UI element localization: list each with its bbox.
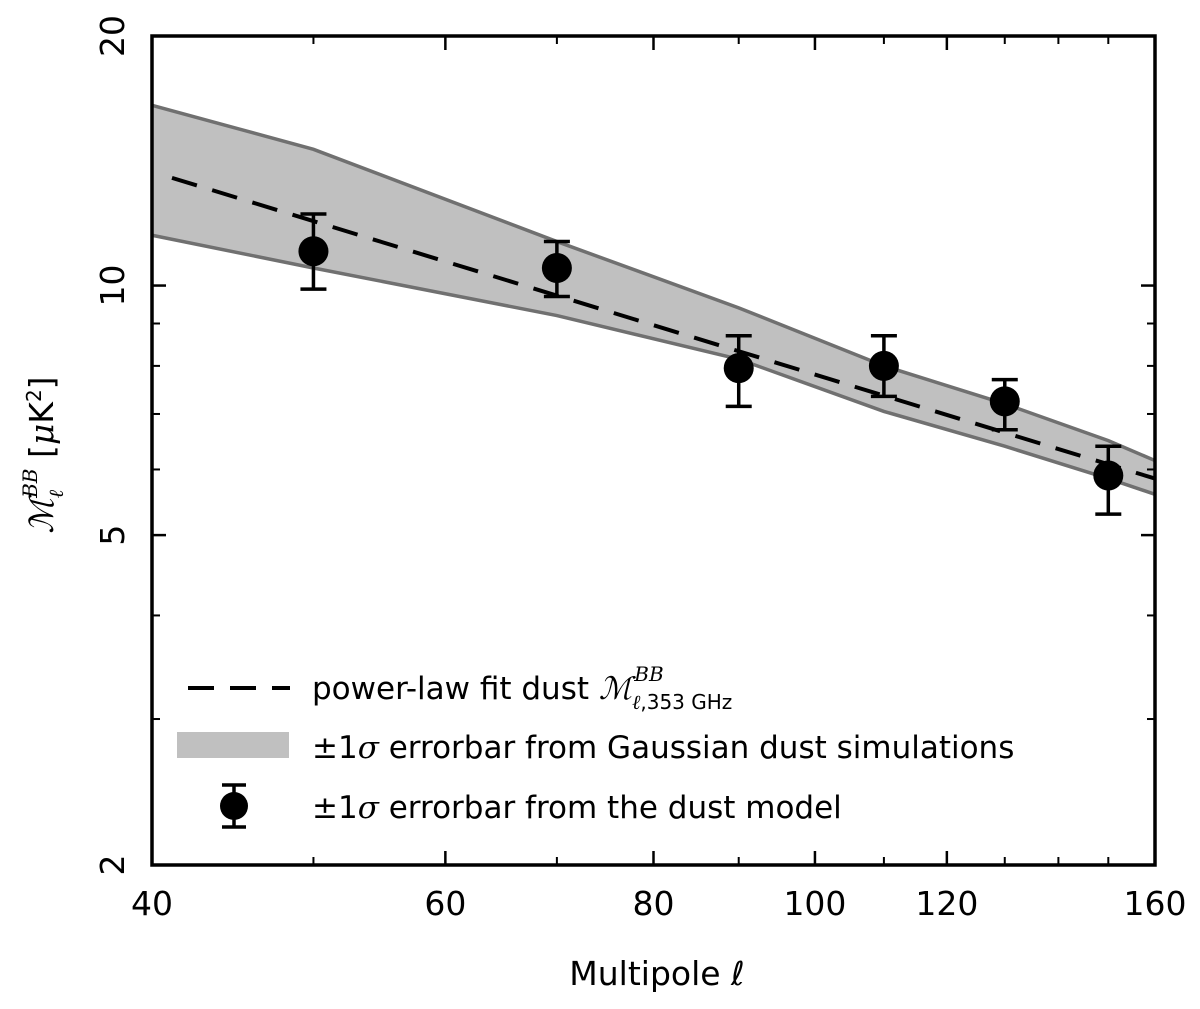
error-band-fill: [152, 105, 1155, 495]
data-point-110: [868, 350, 899, 381]
legend-band-swatch: [177, 732, 289, 758]
error-band-upper-edge: [151, 103, 1156, 463]
power-law-fit-line: [171, 175, 1156, 481]
legend-point-marker: [220, 792, 248, 820]
y-tick-label-5: 5: [93, 525, 132, 546]
x-axis-title: Multipole ℓ: [569, 954, 744, 993]
x-axis-title-text: Multipole ℓ: [569, 954, 744, 993]
axes-layer: 40 60 80 100 120 160 2 5 10 20: [93, 15, 1187, 923]
data-point-150: [1093, 460, 1124, 491]
x-tick-label-60: 60: [424, 884, 466, 923]
data-point-50: [298, 236, 329, 267]
data-point-70: [541, 252, 572, 283]
y-tick-label-2: 2: [93, 855, 132, 876]
legend-point-label: ±1σ errorbar from the dust model: [312, 790, 842, 826]
legend-fit-label: power-law fit dust ℳℓ,353 GHzBB: [312, 662, 732, 714]
legend: power-law fit dust ℳℓ,353 GHzBB ±1σ erro…: [177, 662, 1014, 829]
y-axis-title: ℳℓBB [μK2]: [18, 376, 68, 533]
y-tick-label-20: 20: [93, 15, 132, 57]
x-tick-label-100: 100: [783, 884, 846, 923]
x-tick-label-80: 80: [633, 884, 675, 923]
data-point-130: [989, 386, 1020, 417]
error-band-lower-edge: [151, 233, 1156, 496]
y-tick-label-10: 10: [93, 265, 132, 307]
x-tick-label-120: 120: [915, 884, 978, 923]
data-point-90: [723, 353, 754, 384]
x-tick-label-160: 160: [1124, 884, 1187, 923]
legend-band-label: ±1σ errorbar from Gaussian dust simulati…: [312, 730, 1014, 766]
fit-line-layer: [171, 175, 1156, 481]
error-band-layer: [151, 103, 1156, 496]
data-points-layer: [298, 212, 1124, 516]
x-tick-label-40: 40: [131, 884, 173, 923]
